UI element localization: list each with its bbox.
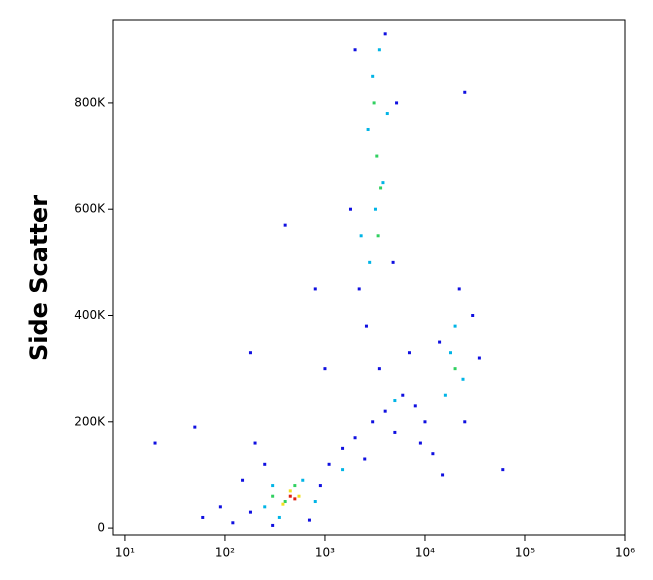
point	[431, 452, 435, 456]
point	[375, 154, 379, 158]
point	[231, 521, 235, 525]
point	[341, 468, 345, 472]
point	[297, 494, 301, 498]
point	[271, 523, 275, 527]
point	[453, 324, 457, 328]
point	[313, 500, 317, 504]
x-tick-label: 10¹	[115, 546, 135, 560]
point	[395, 101, 399, 105]
point	[263, 462, 267, 466]
y-tick-label: 800K	[74, 95, 106, 109]
point	[393, 399, 397, 403]
point	[301, 478, 305, 482]
point	[461, 377, 465, 381]
point	[253, 441, 257, 445]
point	[385, 112, 389, 116]
point	[463, 420, 467, 424]
point	[366, 127, 370, 131]
point	[438, 340, 442, 344]
y-tick-label: 400K	[74, 308, 106, 322]
point	[477, 356, 481, 360]
point	[453, 367, 457, 371]
point	[501, 468, 505, 472]
point	[457, 287, 461, 291]
x-tick-label: 10⁴	[415, 546, 435, 560]
x-tick-label: 10²	[215, 546, 235, 560]
x-tick-label: 10³	[315, 546, 335, 560]
point	[201, 515, 205, 519]
point	[263, 505, 267, 509]
point	[393, 430, 397, 434]
point	[248, 351, 252, 355]
point	[377, 367, 381, 371]
point	[413, 404, 417, 408]
point	[401, 393, 405, 397]
point	[463, 90, 467, 94]
point	[407, 351, 411, 355]
point	[341, 446, 345, 450]
point	[313, 287, 317, 291]
point	[359, 234, 363, 238]
plot-frame	[112, 19, 626, 536]
point	[293, 497, 297, 501]
point	[153, 441, 157, 445]
point	[288, 489, 292, 493]
point	[372, 101, 376, 105]
y-tick-label: 600K	[74, 202, 106, 216]
point	[364, 324, 368, 328]
point	[323, 367, 327, 371]
point	[218, 505, 222, 509]
point	[423, 420, 427, 424]
point	[241, 478, 245, 482]
point	[318, 484, 322, 488]
point	[307, 518, 311, 522]
point	[441, 473, 445, 477]
point	[271, 484, 275, 488]
y-axis-title: Side Scatter	[25, 195, 53, 361]
y-tick-label: 200K	[74, 414, 106, 428]
point	[357, 287, 361, 291]
x-tick-label: 10⁶	[615, 546, 635, 560]
point	[277, 515, 281, 519]
point	[283, 223, 287, 227]
point	[471, 314, 475, 318]
point	[383, 409, 387, 413]
y-tick-label: 0	[97, 521, 105, 535]
point	[443, 393, 447, 397]
point	[271, 494, 275, 498]
point	[377, 48, 381, 52]
point	[348, 207, 352, 211]
point	[373, 207, 377, 211]
point	[371, 420, 375, 424]
point	[381, 181, 385, 185]
point	[327, 462, 331, 466]
point	[363, 457, 367, 461]
point	[371, 74, 375, 78]
point	[248, 510, 252, 514]
point	[281, 502, 285, 506]
x-tick-label: 10⁵	[515, 546, 535, 560]
point	[293, 484, 297, 488]
point	[376, 234, 380, 238]
point	[288, 494, 292, 498]
point	[418, 441, 422, 445]
point	[379, 186, 383, 190]
point	[383, 32, 387, 36]
point	[448, 351, 452, 355]
point	[193, 425, 197, 429]
point	[368, 260, 372, 264]
point	[283, 500, 287, 504]
point	[391, 260, 395, 264]
point	[353, 436, 357, 440]
point	[353, 48, 357, 52]
